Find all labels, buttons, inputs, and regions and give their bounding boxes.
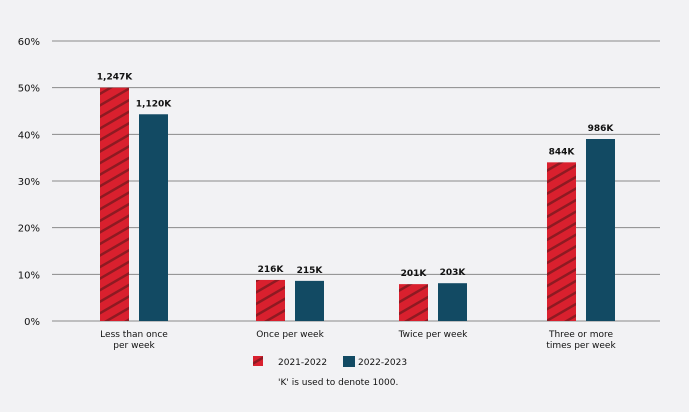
bar-2022-2023: [295, 280, 324, 321]
bar-2021-2022: [256, 279, 285, 321]
data-label: 1,247K: [97, 73, 133, 83]
y-tick-label: 40%: [18, 130, 40, 141]
data-label: 1,120K: [136, 99, 172, 109]
y-tick-label: 10%: [18, 270, 40, 281]
bar-2021-2022: [100, 87, 129, 322]
x-tick-label: Once per week: [256, 330, 324, 340]
x-tick-label: per week: [113, 341, 155, 351]
y-tick-label: 20%: [18, 224, 40, 235]
bar-2021-2022: [399, 284, 428, 321]
data-label: 203K: [440, 268, 467, 278]
data-label: 216K: [258, 265, 285, 275]
x-tick-label: times per week: [546, 341, 616, 351]
data-label: 986K: [588, 124, 615, 134]
x-tick-label: Less than once: [100, 330, 168, 340]
y-tick-label: 30%: [18, 177, 40, 188]
data-label: 215K: [297, 266, 324, 276]
footnote: 'K' is used to denote 1000.: [278, 378, 398, 388]
bar-2021-2022: [547, 162, 576, 321]
legend-swatch-2021-2022: [253, 356, 263, 366]
x-tick-label: Twice per week: [398, 330, 468, 340]
bar-2022-2023: [586, 139, 615, 321]
legend-label: 2022-2023: [358, 358, 407, 368]
y-tick-label: 50%: [18, 84, 40, 95]
bar-2022-2023: [139, 114, 168, 322]
y-tick-label: 60%: [18, 37, 40, 48]
bar-2022-2023: [438, 283, 467, 321]
data-label: 844K: [549, 147, 576, 157]
data-label: 201K: [401, 269, 428, 279]
legend-swatch-2022-2023: [343, 356, 355, 367]
legend-label: 2021-2022: [278, 358, 327, 368]
x-tick-label: Three or more: [548, 330, 613, 340]
y-tick-label: 0%: [24, 317, 40, 328]
